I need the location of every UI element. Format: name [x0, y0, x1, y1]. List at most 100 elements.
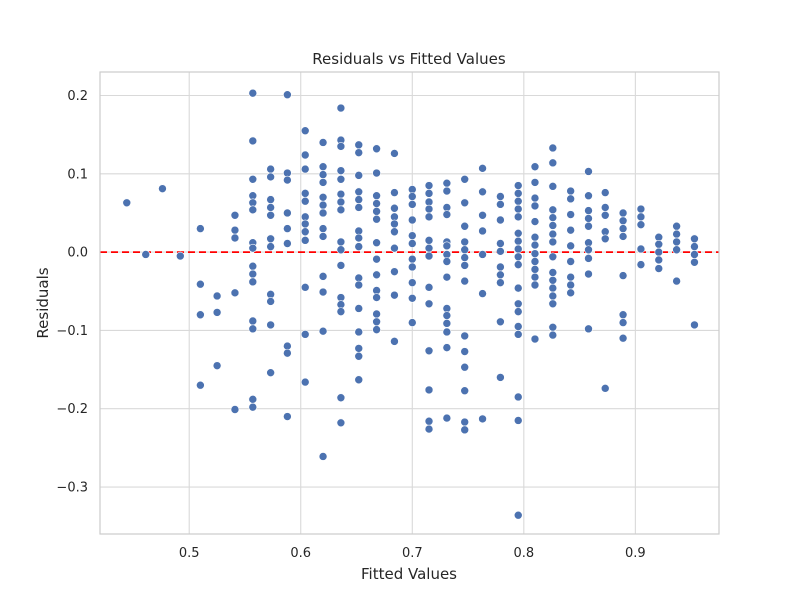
data-point	[478, 250, 487, 259]
data-point	[283, 208, 292, 218]
data-point	[390, 149, 399, 158]
data-point	[530, 178, 540, 187]
data-point	[424, 204, 434, 214]
data-point	[354, 280, 364, 290]
data-point	[390, 227, 399, 237]
data-point	[372, 270, 381, 280]
data-point	[300, 236, 310, 245]
data-point	[141, 250, 151, 259]
data-point	[460, 386, 470, 396]
data-point	[372, 238, 381, 248]
data-point	[496, 192, 505, 201]
data-point	[354, 187, 364, 197]
data-point	[424, 385, 434, 395]
data-point	[548, 143, 558, 153]
data-point	[530, 217, 540, 226]
data-point	[283, 348, 292, 358]
data-point	[336, 197, 346, 207]
data-point	[584, 269, 593, 279]
data-point	[496, 317, 505, 327]
y-tick-labels: −0.3 −0.2 −0.1 0.0 0.1 0.2	[56, 89, 88, 496]
data-point	[618, 224, 628, 233]
data-point	[372, 254, 381, 264]
data-point	[548, 275, 558, 285]
data-point	[618, 310, 628, 320]
data-point	[478, 289, 487, 298]
data-point	[530, 162, 540, 172]
data-point	[407, 231, 417, 240]
data-point	[584, 245, 593, 255]
data-point	[672, 245, 681, 255]
data-point	[354, 195, 364, 204]
data-point	[496, 239, 505, 248]
data-point	[300, 377, 310, 387]
data-point	[460, 237, 470, 247]
data-point	[407, 318, 417, 327]
data-point	[530, 240, 540, 250]
data-point	[513, 330, 523, 339]
data-point	[248, 277, 258, 287]
data-point	[336, 103, 346, 113]
data-point	[407, 278, 417, 287]
data-point	[318, 170, 328, 179]
data-point	[266, 172, 275, 182]
data-point	[424, 283, 434, 292]
data-point	[354, 171, 364, 180]
data-point	[496, 200, 505, 209]
data-point	[672, 237, 681, 247]
data-point	[566, 194, 575, 204]
data-point	[513, 252, 523, 262]
data-point	[496, 262, 505, 272]
data-point	[336, 393, 346, 403]
data-point	[318, 287, 328, 297]
data-point	[266, 203, 275, 212]
data-point	[513, 212, 523, 222]
data-point	[460, 245, 470, 255]
data-point	[513, 322, 523, 331]
data-point	[513, 244, 523, 254]
data-point	[566, 241, 575, 251]
data-point	[176, 251, 185, 261]
data-point	[460, 425, 470, 435]
x-tick-label: 0.6	[290, 546, 311, 561]
data-point	[548, 205, 558, 215]
data-point	[390, 337, 399, 346]
data-point	[442, 186, 452, 196]
data-point	[318, 208, 328, 218]
data-point	[354, 351, 364, 361]
data-point	[354, 148, 364, 157]
data-point	[566, 186, 575, 196]
data-point	[530, 265, 540, 274]
data-point	[283, 412, 292, 421]
data-point	[600, 234, 610, 244]
data-point	[318, 200, 328, 210]
data-point	[618, 333, 628, 343]
data-point	[424, 416, 434, 426]
data-point	[390, 188, 399, 197]
data-point	[460, 417, 470, 427]
data-point	[248, 324, 258, 334]
data-point	[548, 182, 558, 191]
data-point	[548, 213, 558, 222]
data-point	[266, 242, 275, 251]
data-point	[300, 227, 310, 237]
data-point	[636, 212, 646, 222]
data-point	[390, 267, 399, 276]
data-point	[672, 229, 681, 239]
x-tick-label: 0.9	[625, 546, 646, 561]
data-point	[690, 257, 699, 267]
data-point	[248, 136, 258, 146]
data-point	[636, 220, 646, 229]
data-point	[318, 138, 328, 147]
data-point	[318, 232, 328, 241]
data-point	[424, 181, 434, 190]
data-point	[318, 272, 328, 281]
data-point	[336, 174, 346, 184]
data-point	[196, 380, 205, 390]
data-point	[248, 316, 258, 326]
data-point	[513, 189, 523, 198]
data-point	[300, 196, 310, 206]
x-tick-label: 0.8	[513, 546, 534, 561]
data-point	[460, 276, 470, 286]
data-point	[318, 192, 328, 202]
